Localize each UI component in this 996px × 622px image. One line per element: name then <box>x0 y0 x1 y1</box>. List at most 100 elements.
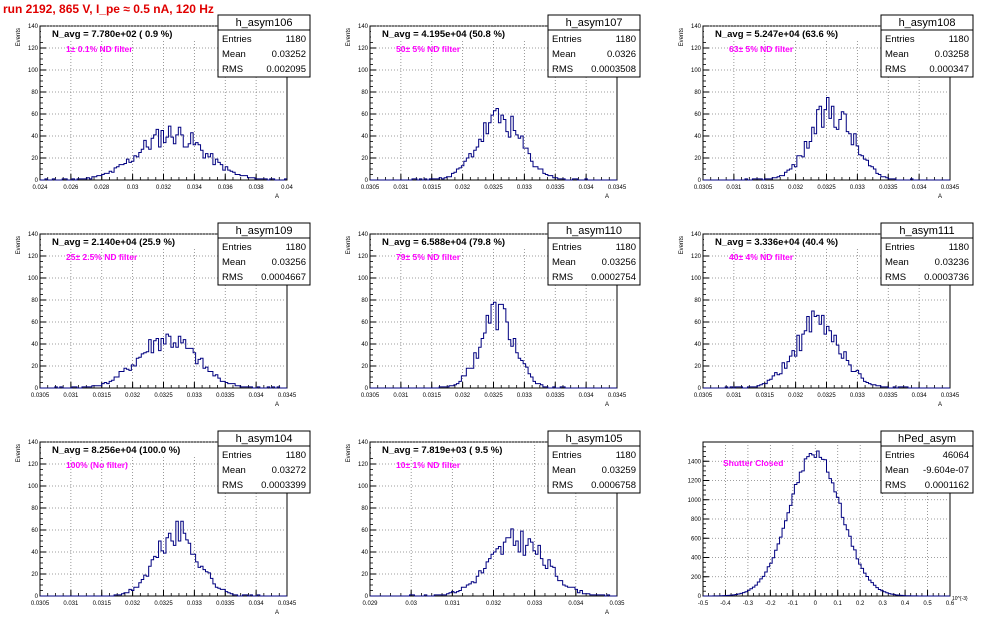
navg-box <box>41 27 199 40</box>
stats-rms-value: 0.0003736 <box>924 272 969 283</box>
x-axis-label: A <box>605 194 609 200</box>
filter-annotation: 10± 1% ND filter <box>396 460 461 470</box>
stats-rms-value: 0.0006758 <box>591 480 636 491</box>
histogram-line <box>40 520 287 597</box>
stats-rms-label: RMS <box>885 480 906 491</box>
navg-label: N_avg = 2.140e+04 (25.9 %) <box>52 237 175 248</box>
stats-mean-value: 0.03272 <box>272 465 306 476</box>
x-tick-label: 0.0325 <box>154 601 173 607</box>
y-tick-label: 140 <box>358 24 369 30</box>
x-tick-label: 0.0345 <box>278 601 297 607</box>
stats-title: h_asym110 <box>566 225 622 237</box>
y-tick-label: 60 <box>361 528 368 534</box>
y-tick-label: 100 <box>28 484 39 490</box>
chart-h_asym104: 0.0305 0.031 0.0315 0.032 0.0325 0.033 0.0335 0… <box>16 430 311 616</box>
x-tick-label: 0.03 <box>405 601 417 607</box>
navg-label: N_avg = 3.336e+04 (40.4 %) <box>715 237 838 248</box>
x-tick-label: 0.0335 <box>879 185 898 191</box>
x-tick-label: 0.034 <box>912 185 928 191</box>
x-tick-label: 0.033 <box>527 601 543 607</box>
y-tick-label: 20 <box>361 364 368 370</box>
x-axis-scale: 10^{-3} <box>952 596 968 602</box>
chart-h_asym105: 0.029 0.03 0.031 0.032 0.033 0.034 0.035 0 20 40 6… <box>346 430 641 616</box>
stats-box: h_asym110 Entries 1180 Mean 0.03256 RMS 0.0002… <box>547 222 641 286</box>
x-tick-label: 0.0305 <box>361 393 380 399</box>
y-tick-label: 80 <box>361 90 368 96</box>
y-tick-label: 80 <box>31 90 38 96</box>
stats-box: h_asym111 Entries 1180 Mean 0.03236 RMS 0.0003… <box>880 222 974 286</box>
y-tick-label: 40 <box>31 550 38 556</box>
chart-h_asym111: 0.0305 0.031 0.0315 0.032 0.0325 0.033 0.0335 0… <box>679 222 974 408</box>
stats-entries-value: 46064 <box>943 450 969 461</box>
stats-title: h_asym108 <box>899 17 956 29</box>
x-tick-label: 0.032 <box>788 185 804 191</box>
y-tick-label: 400 <box>691 556 702 562</box>
y-tick-label: 0 <box>698 594 702 600</box>
stats-mean-value: -9.604e-07 <box>923 465 969 476</box>
stats-frame <box>217 430 311 494</box>
y-axis-label: Events <box>16 444 22 462</box>
x-tick-label: 0.0325 <box>817 185 836 191</box>
x-tick-label: 0.032 <box>486 601 502 607</box>
stats-box: h_asym107 Entries 1180 Mean 0.0326 RMS 0.00035… <box>547 14 641 78</box>
navg-box <box>41 235 199 248</box>
stats-mean-value: 0.03236 <box>935 257 969 268</box>
y-axis-label: Events <box>346 236 352 254</box>
x-tick-label: 0.031 <box>445 601 461 607</box>
x-tick-label: 0.031 <box>63 601 79 607</box>
x-tick-label: 0.0345 <box>941 185 960 191</box>
chart-h_asym108: 0.0305 0.031 0.0315 0.032 0.0325 0.033 0.0335 0… <box>679 14 974 200</box>
y-tick-label: 120 <box>28 462 39 468</box>
y-tick-label: 20 <box>694 156 701 162</box>
y-tick-label: 0 <box>35 178 39 184</box>
stats-rms-label: RMS <box>222 64 243 75</box>
y-tick-label: 100 <box>691 68 702 74</box>
y-axis-label: Events <box>346 444 352 462</box>
x-tick-label: 0.0345 <box>608 185 627 191</box>
y-tick-label: 600 <box>691 536 702 542</box>
stats-entries-label: Entries <box>552 34 582 45</box>
stats-frame <box>547 430 641 494</box>
x-tick-label: 0.0325 <box>484 185 503 191</box>
chart-h_asym107: 0.0305 0.031 0.0315 0.032 0.0325 0.033 0.0335 0… <box>346 14 641 200</box>
y-tick-label: 100 <box>358 68 369 74</box>
y-tick-label: 0 <box>365 386 369 392</box>
x-tick-label: 0.0345 <box>608 393 627 399</box>
stats-mean-label: Mean <box>222 49 246 60</box>
stats-mean-label: Mean <box>552 49 576 60</box>
histogram-line <box>370 528 617 597</box>
stats-rms-value: 0.000347 <box>929 64 969 75</box>
x-tick-label: 0.034 <box>568 601 584 607</box>
y-tick-label: 140 <box>28 24 39 30</box>
filter-annotation: Shutter Closed <box>723 458 783 468</box>
y-tick-label: 140 <box>691 232 702 238</box>
x-tick-label: -0.2 <box>765 601 776 607</box>
y-tick-label: 120 <box>28 46 39 52</box>
y-tick-label: 80 <box>694 90 701 96</box>
x-tick-label: 0.036 <box>218 185 234 191</box>
x-tick-label: 0.034 <box>249 601 265 607</box>
stats-entries-label: Entries <box>885 450 915 461</box>
y-tick-label: 60 <box>31 320 38 326</box>
y-axis-label: Events <box>679 236 685 254</box>
stats-frame <box>547 222 641 286</box>
stats-frame <box>547 14 641 78</box>
x-tick-label: 0.0315 <box>93 393 112 399</box>
x-tick-label: 0.034 <box>579 185 595 191</box>
y-tick-label: 140 <box>28 232 39 238</box>
navg-label: N_avg = 6.588e+04 (79.8 %) <box>382 237 505 248</box>
stats-title: h_asym105 <box>566 433 623 445</box>
y-tick-label: 100 <box>28 68 39 74</box>
stats-mean-label: Mean <box>885 465 909 476</box>
chart-hPed_asym: -0.5 -0.4 -0.3 -0.2 -0.1 0 0.1 0.2 0.3 0.4 0.5 0.6 0… <box>688 430 974 607</box>
navg-box <box>704 235 862 248</box>
y-tick-label: 20 <box>31 156 38 162</box>
y-tick-label: 100 <box>358 484 369 490</box>
x-tick-label: 0.0315 <box>756 185 775 191</box>
y-tick-label: 120 <box>28 254 39 260</box>
y-tick-label: 120 <box>358 254 369 260</box>
stats-rms-value: 0.002095 <box>266 64 306 75</box>
x-tick-label: 0.0335 <box>879 393 898 399</box>
stats-entries-value: 1180 <box>616 450 636 461</box>
y-tick-label: 40 <box>361 134 368 140</box>
